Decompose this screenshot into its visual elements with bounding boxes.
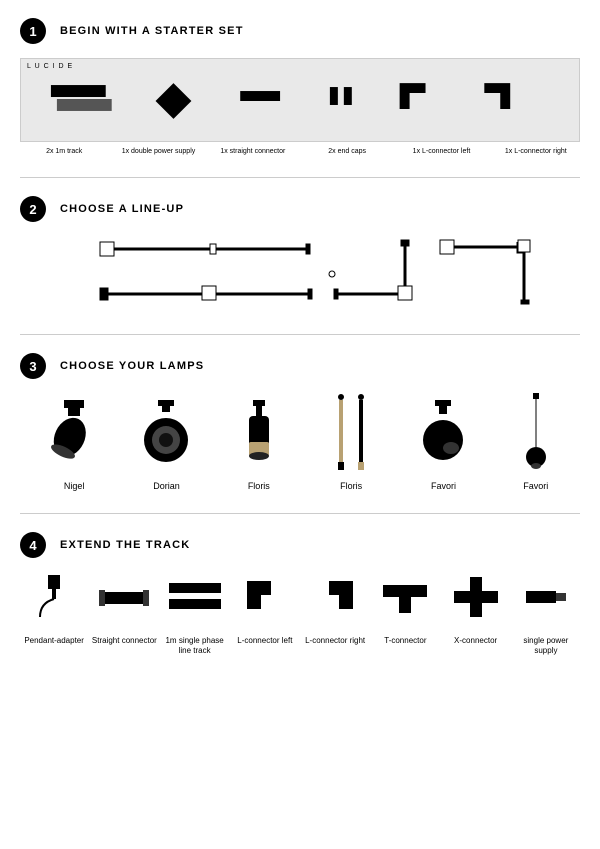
lamp-item: Favori: [399, 393, 487, 491]
starter-item-label: 1x L-connector right: [492, 148, 580, 155]
lamp-favori-ball-icon: [411, 393, 475, 473]
lamp-dorian-icon: [134, 393, 198, 473]
extend-label: Pendant-adapter: [24, 636, 84, 646]
starter-item-label: 1x double power supply: [114, 148, 202, 155]
lamp-label: Favori: [523, 481, 548, 491]
line-track-icon: [167, 572, 223, 622]
step-title-4: EXTEND THE TRACK: [60, 539, 190, 551]
extend-item: T-connector: [371, 572, 439, 657]
extend-label: T-connector: [384, 636, 426, 646]
section-starter: 1 BEGIN WITH A STARTER SET L U C I D E: [20, 18, 580, 155]
step-number-2: 2: [20, 196, 46, 222]
lamps-row: Nigel Dorian: [30, 393, 580, 491]
step-title-3: CHOOSE YOUR LAMPS: [60, 360, 204, 372]
straight-connector-icon: [96, 572, 152, 622]
lamp-item: Floris: [215, 393, 303, 491]
extend-label: L-connector right: [305, 636, 365, 646]
step-number-3: 3: [20, 353, 46, 379]
extend-label: X-connector: [454, 636, 497, 646]
extend-item: L-connector left: [231, 572, 299, 657]
starter-banner-illustration: [31, 65, 569, 135]
lamp-label: Favori: [431, 481, 456, 491]
section-lineup: 2 CHOOSE A LINE-UP: [20, 196, 580, 312]
step-number-1: 1: [20, 18, 46, 44]
extend-label: L-connector left: [237, 636, 292, 646]
lamp-item: Floris: [307, 393, 395, 491]
pendant-adapter-icon: [26, 572, 82, 622]
step-number-4: 4: [20, 532, 46, 558]
lamp-item: Favori: [492, 393, 580, 491]
extend-row: Pendant-adapter Straight connector 1m si…: [20, 572, 580, 657]
starter-item-label: 2x end caps: [303, 148, 391, 155]
starter-item-label: 1x L-connector left: [397, 148, 485, 155]
step-title-1: BEGIN WITH A STARTER SET: [60, 25, 244, 37]
lamp-floris-spot-icon: [227, 393, 291, 473]
section-lamps: 3 CHOOSE YOUR LAMPS Nigel: [20, 353, 580, 491]
lamp-favori-pendant-icon: [504, 393, 568, 473]
lamp-label: Dorian: [153, 481, 180, 491]
lamp-label: Nigel: [64, 481, 85, 491]
lamp-label: Floris: [248, 481, 270, 491]
divider: [20, 177, 580, 178]
lineup-diagram: [20, 236, 580, 312]
starter-item-label: 1x straight connector: [209, 148, 297, 155]
divider: [20, 513, 580, 514]
power-supply-icon: [518, 572, 574, 622]
step-title-2: CHOOSE A LINE-UP: [60, 203, 184, 215]
lamp-label: Floris: [340, 481, 362, 491]
brand-label: L U C I D E: [27, 63, 73, 70]
lamp-nigel-icon: [42, 393, 106, 473]
section-head: 1 BEGIN WITH A STARTER SET: [20, 18, 580, 44]
starter-labels-row: 2x 1m track 1x double power supply 1x st…: [20, 148, 580, 155]
extend-item: Pendant-adapter: [20, 572, 88, 657]
extend-label: single power supply: [512, 636, 580, 657]
l-connector-right-icon: [307, 572, 363, 622]
extend-label: Straight connector: [92, 636, 157, 646]
l-connector-left-icon: [237, 572, 293, 622]
divider: [20, 334, 580, 335]
extend-item: X-connector: [442, 572, 510, 657]
x-connector-icon: [448, 572, 504, 622]
extend-item: single power supply: [512, 572, 580, 657]
extend-item: L-connector right: [301, 572, 369, 657]
starter-item-label: 2x 1m track: [20, 148, 108, 155]
extend-item: 1m single phase line track: [161, 572, 229, 657]
section-extend: 4 EXTEND THE TRACK Pendant-adapter Strai…: [20, 532, 580, 657]
starter-banner: L U C I D E: [20, 58, 580, 142]
extend-item: Straight connector: [90, 572, 158, 657]
lamp-item: Dorian: [122, 393, 210, 491]
t-connector-icon: [377, 572, 433, 622]
lamp-item: Nigel: [30, 393, 118, 491]
lamp-floris-pendant-icon: [319, 393, 383, 473]
extend-label: 1m single phase line track: [161, 636, 229, 657]
